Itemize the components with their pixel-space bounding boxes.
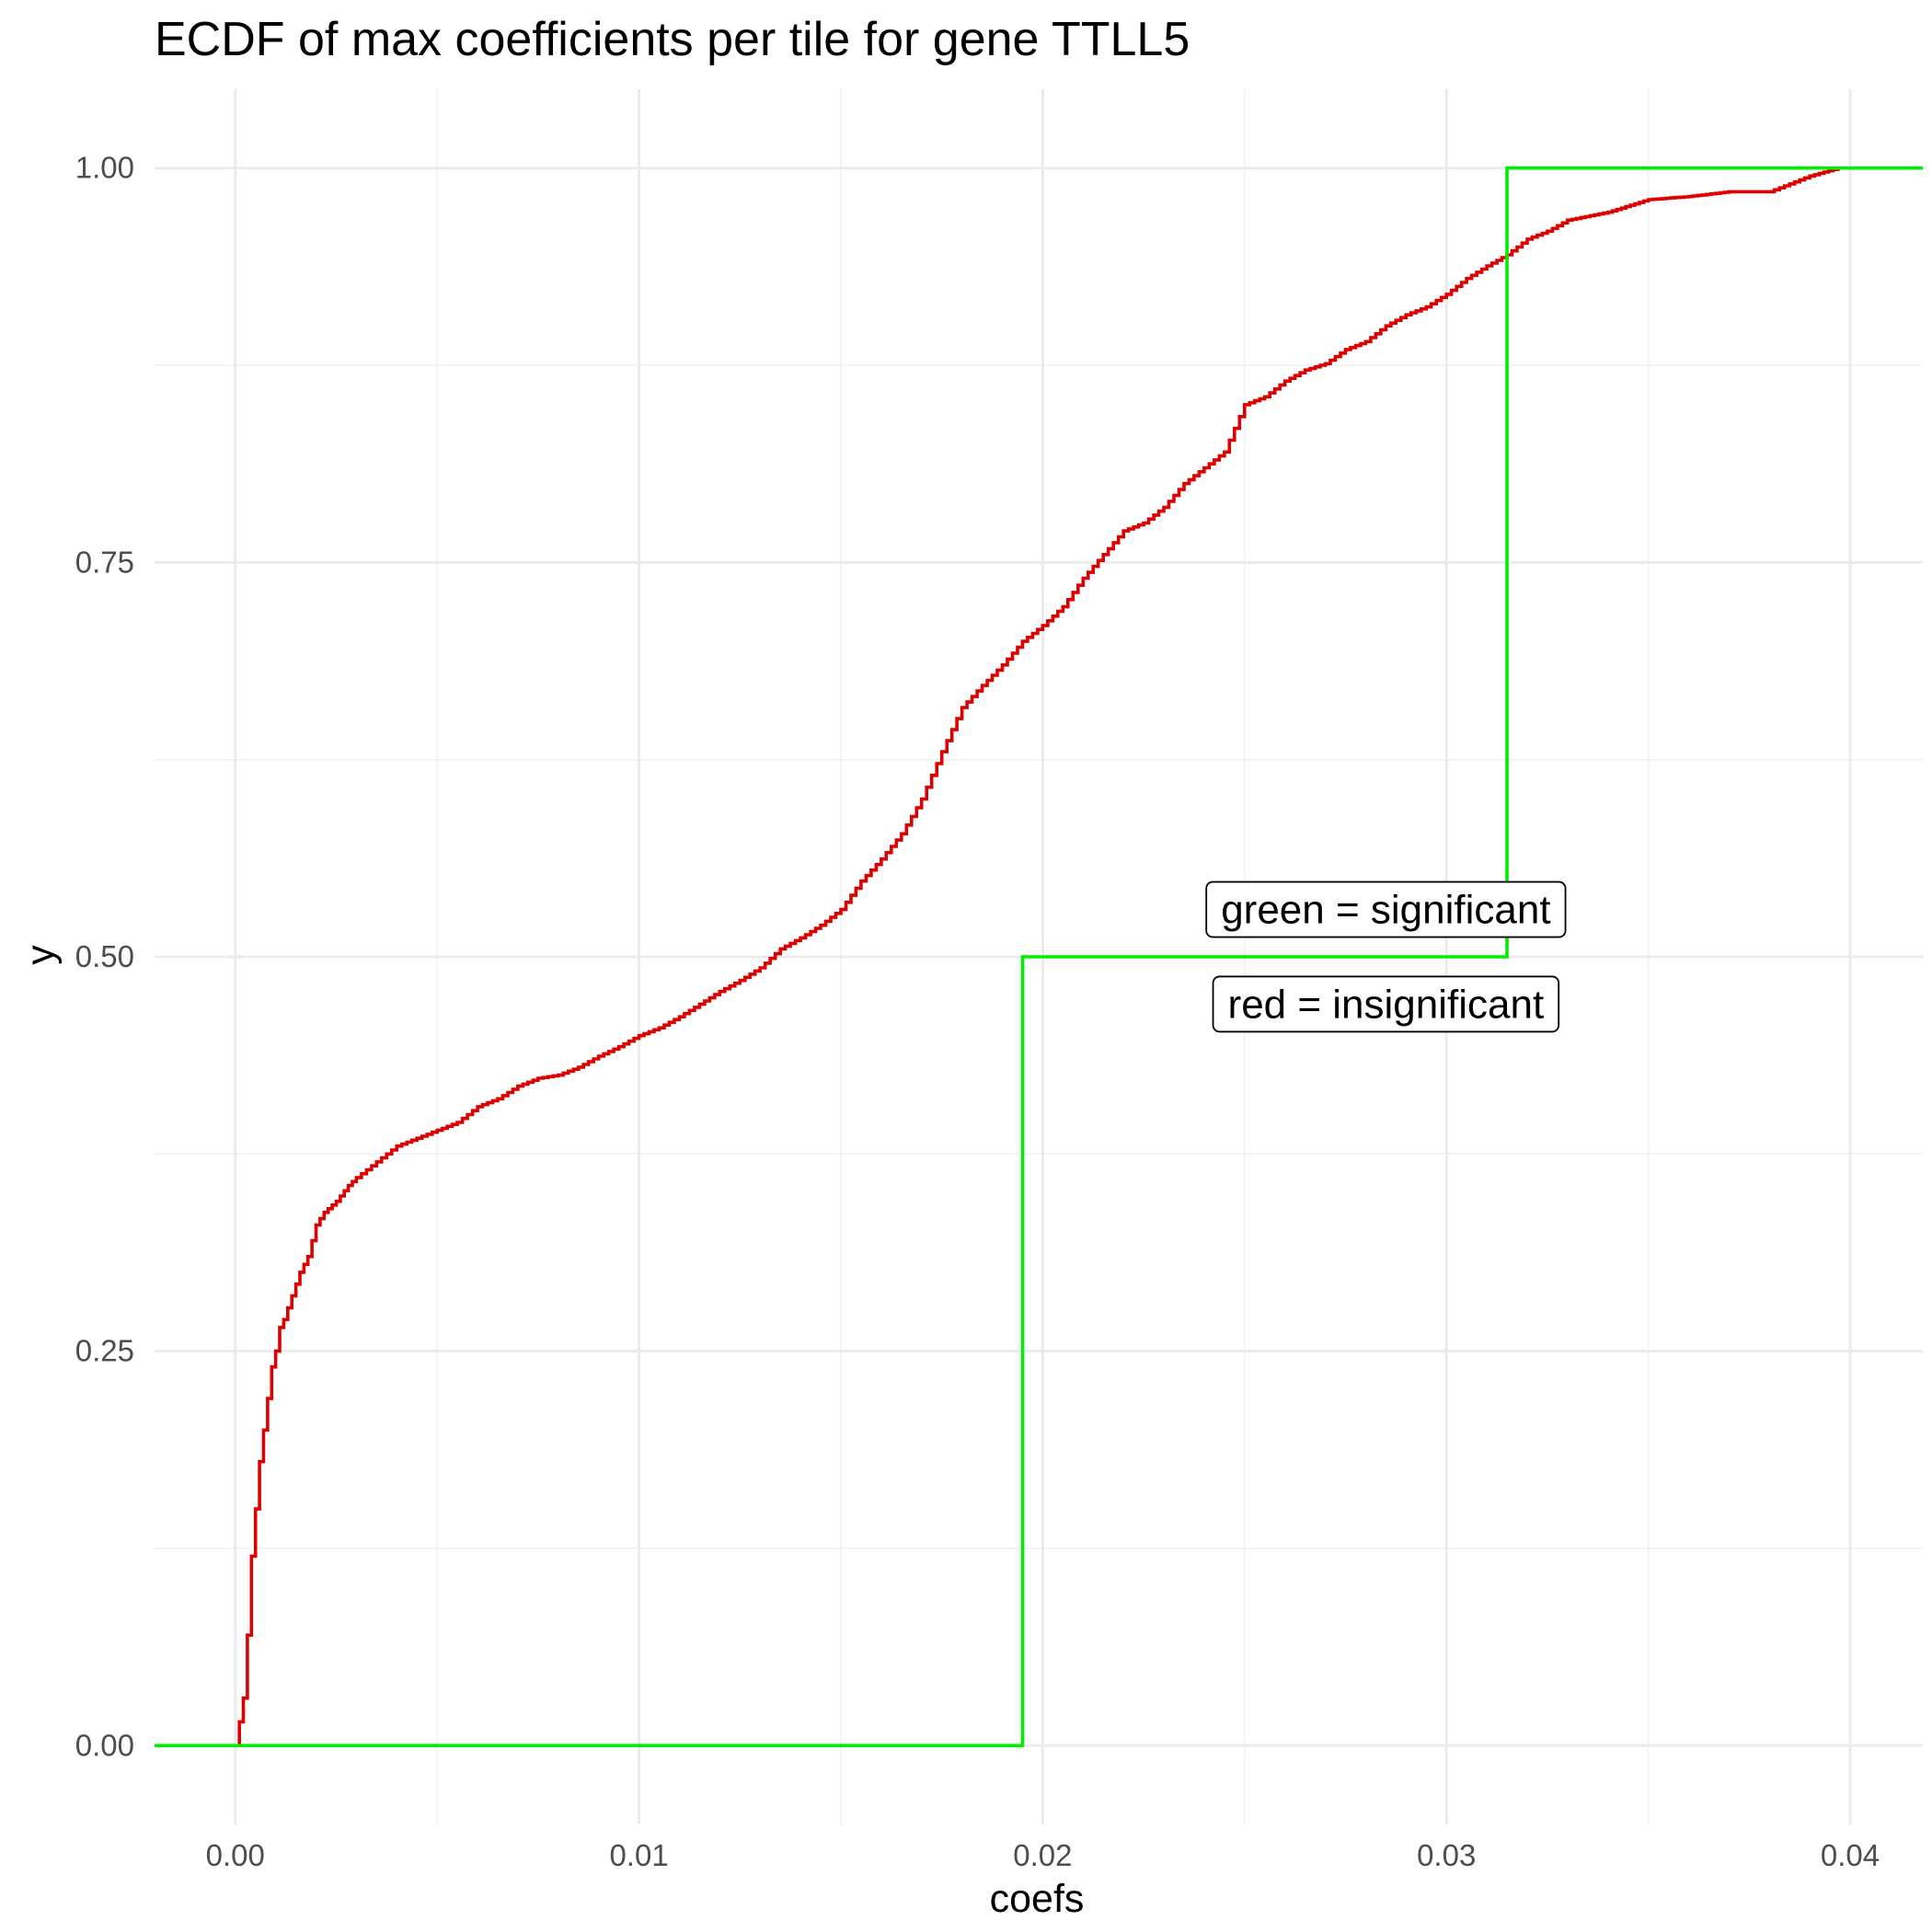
x-tick-label: 0.01 [609, 1838, 668, 1872]
annotation-box [1205, 880, 1567, 938]
ecdf-line-insignificant [235, 167, 1840, 1748]
annotation-label: red = insignificant [1212, 975, 1560, 1033]
x-tick-label: 0.03 [1417, 1838, 1476, 1872]
chart-title: ECDF of max coefficients per tile for ge… [155, 13, 1190, 66]
x-axis-title: coefs [990, 1877, 1085, 1921]
ecdf-line-significant [155, 166, 1923, 1748]
y-tick-label: 1.00 [75, 151, 134, 185]
annotation-label: green = significant [1205, 880, 1567, 938]
annotation-box [1212, 975, 1560, 1033]
y-axis-ticks: 0.00 0.25 0.50 0.75 1.00 [75, 151, 134, 1763]
y-axis-title: y [18, 945, 63, 965]
y-tick-label: 0.25 [75, 1334, 134, 1368]
series-lines [155, 166, 1923, 1748]
x-axis-ticks: 0.00 0.01 0.02 0.03 0.04 [206, 1838, 1880, 1872]
grid [155, 89, 1923, 1824]
x-tick-label: 0.04 [1821, 1838, 1880, 1872]
y-tick-label: 0.75 [75, 545, 134, 579]
annotation-text: green = significant [1221, 888, 1550, 933]
annotation-text: red = insignificant [1228, 982, 1545, 1027]
y-tick-label: 0.00 [75, 1728, 134, 1762]
x-tick-label: 0.02 [1013, 1838, 1072, 1872]
y-tick-label: 0.50 [75, 939, 134, 973]
x-tick-label: 0.00 [206, 1838, 265, 1872]
annotations: green = significant red = insignificant [1205, 880, 1567, 1033]
